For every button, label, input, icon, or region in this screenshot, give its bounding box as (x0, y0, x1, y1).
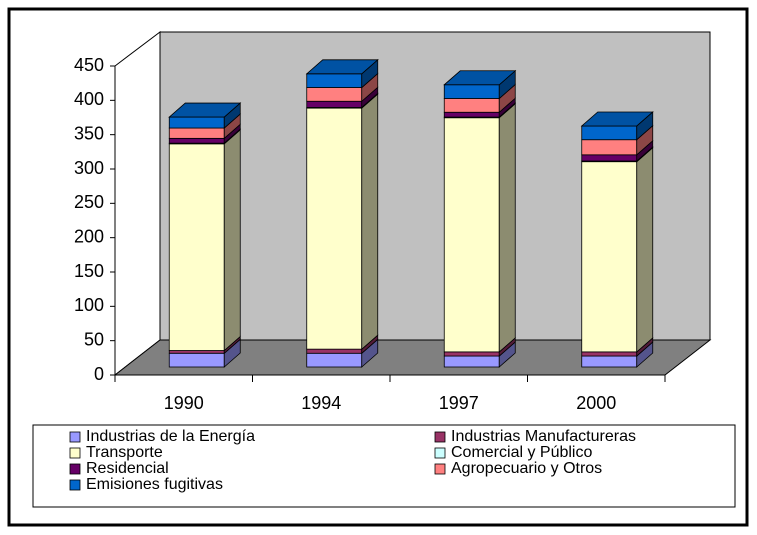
bar (581, 154, 638, 162)
legend-swatch (434, 463, 446, 475)
legend-label: Industrias Manufactureras (451, 428, 636, 445)
y-tick-label: 450 (74, 55, 104, 75)
bar (168, 116, 225, 129)
legend-label: Transporte (86, 444, 163, 461)
legend-swatch (434, 431, 446, 443)
bar (443, 355, 500, 368)
bar (168, 143, 225, 351)
y-tick-label: 400 (74, 89, 104, 109)
bar (306, 73, 363, 88)
legend-label: Comercial y Público (451, 444, 592, 461)
legend-swatch (69, 431, 81, 443)
legend-label: Agropecuario y Otros (451, 460, 602, 477)
legend-label: Industrias de la Energía (86, 428, 255, 445)
bar (443, 351, 500, 357)
y-tick-label: 50 (84, 329, 104, 349)
bar (581, 161, 638, 353)
y-tick-label: 300 (74, 158, 104, 178)
legend-box (32, 424, 736, 508)
x-tick-label: 2000 (576, 393, 616, 413)
bar-top (580, 111, 654, 127)
bar (581, 355, 638, 368)
bar-top (168, 102, 242, 118)
y-tick-label: 350 (74, 123, 104, 143)
bar-top (443, 70, 517, 86)
bar (168, 350, 225, 354)
bar (168, 127, 225, 139)
bar-side (498, 102, 516, 353)
legend-swatch (69, 479, 81, 491)
legend-swatch (69, 463, 81, 475)
bar (443, 98, 500, 113)
bar (443, 111, 500, 118)
bar (306, 107, 363, 350)
bar-top (305, 59, 379, 75)
x-tick-label: 1990 (164, 393, 204, 413)
bar (443, 117, 500, 353)
y-tick-label: 100 (74, 295, 104, 315)
legend-swatch (434, 447, 446, 459)
bar-side (223, 128, 241, 352)
y-tick-label: 200 (74, 226, 104, 246)
y-tick-label: 0 (94, 364, 104, 384)
bar (581, 139, 638, 156)
bar (306, 87, 363, 102)
bar (306, 352, 363, 368)
x-tick-label: 1997 (439, 393, 479, 413)
bar (581, 125, 638, 141)
bar (306, 100, 363, 108)
y-tick-label: 250 (74, 192, 104, 212)
bar (168, 137, 225, 144)
legend-label: Residencial (86, 460, 169, 477)
y-tick-label: 150 (74, 261, 104, 281)
bar (168, 352, 225, 368)
legend-swatch (69, 447, 81, 459)
bar (443, 84, 500, 99)
bar (581, 351, 638, 357)
legend-label: Emisiones fugitivas (86, 476, 223, 493)
bar (306, 348, 363, 354)
side-wall (114, 30, 161, 377)
x-tick-label: 1994 (301, 393, 341, 413)
bar-side (361, 93, 379, 351)
bar-side (636, 146, 654, 353)
